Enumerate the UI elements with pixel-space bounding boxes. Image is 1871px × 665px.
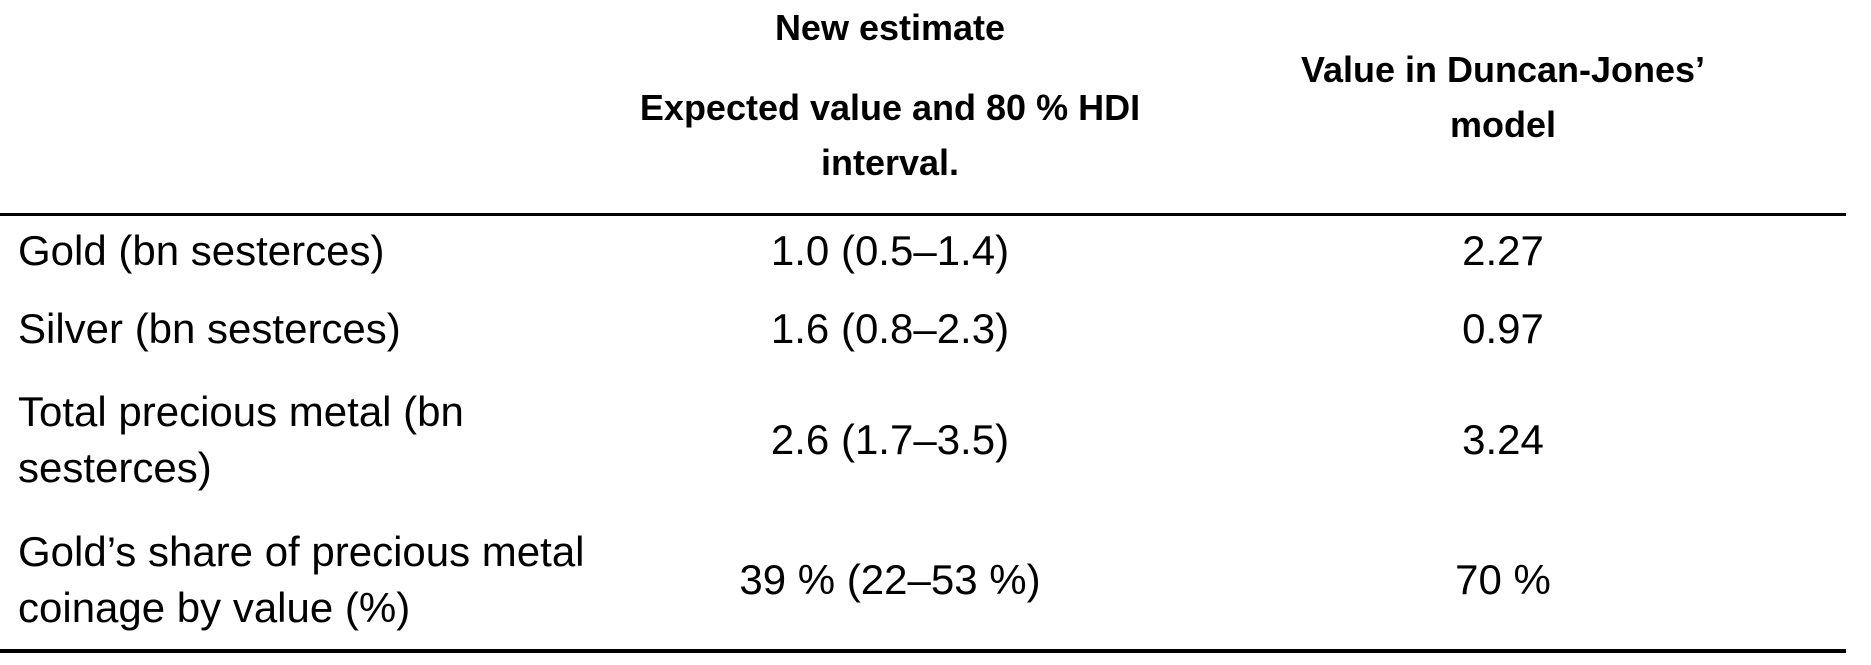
new-estimate-value: 2.6 (1.7–3.5) <box>770 416 1010 463</box>
table-row-total-precious-metal: Total precious metal (bn sesterces) 2.6 … <box>0 370 1846 510</box>
coinage-estimates-table: New estimate Expected value and 80 % HDI… <box>0 0 1846 651</box>
header-duncan-jones-label: Value in Duncan-Jones’ model <box>1300 49 1706 145</box>
duncan-jones-value: 2.27 <box>1462 227 1544 275</box>
row-label: Gold (bn sesterces) <box>18 227 385 275</box>
duncan-jones-value: 70 % <box>1455 555 1551 603</box>
row-label: Silver (bn sesterces) <box>18 304 401 352</box>
table-row-gold: Gold (bn sesterces) 1.0 (0.5–1.4) 2.27 <box>0 214 1846 287</box>
new-estimate-value: 1.6 (0.8–2.3) <box>770 304 1010 352</box>
header-new-estimate-subtitle: Expected value and 80 % HDI interval. <box>639 87 1141 183</box>
header-duncan-jones-cell: Value in Duncan-Jones’ model <box>1160 0 1846 214</box>
duncan-jones-value: 0.97 <box>1462 304 1544 352</box>
table-row-silver: Silver (bn sesterces) 1.6 (0.8–2.3) 0.97 <box>0 287 1846 370</box>
header-new-estimate-title: New estimate <box>774 7 1006 48</box>
table-header-row: New estimate Expected value and 80 % HDI… <box>0 0 1846 214</box>
header-row-label-cell <box>0 0 620 214</box>
row-label: Total precious metal (bn sesterces) <box>18 388 464 491</box>
row-label: Gold’s share of precious metal coinage b… <box>18 527 585 631</box>
new-estimate-value: 1.0 (0.5–1.4) <box>770 227 1010 275</box>
header-new-estimate-cell: New estimate Expected value and 80 % HDI… <box>620 0 1160 214</box>
duncan-jones-value: 3.24 <box>1462 416 1544 463</box>
table-row-gold-share: Gold’s share of precious metal coinage b… <box>0 510 1846 651</box>
new-estimate-value: 39 % (22–53 %) <box>739 555 1041 603</box>
